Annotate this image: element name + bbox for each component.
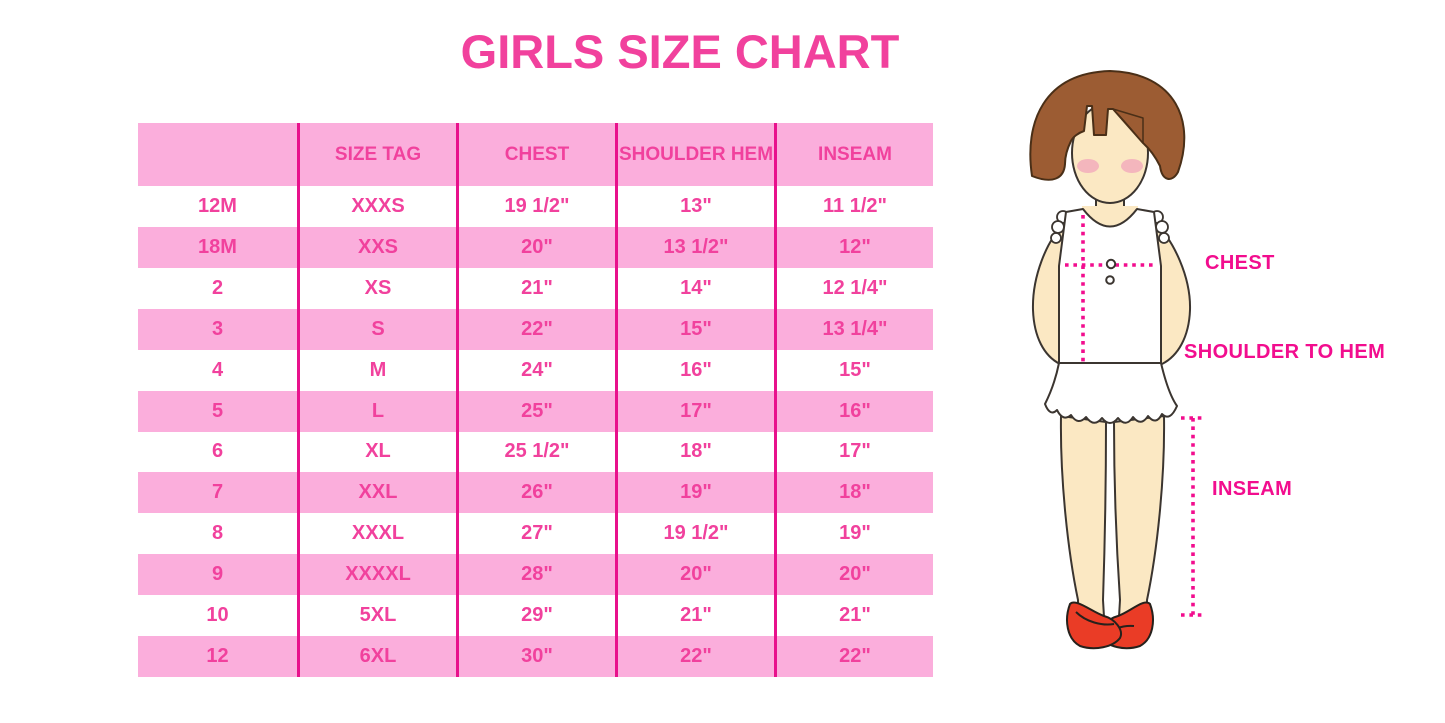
table-cell: 24" (456, 349, 615, 391)
table-cell: 22" (774, 636, 933, 678)
table-row: 18M XXS 20" 13 1/2" 12" (138, 226, 933, 268)
table-cell: 19" (615, 472, 774, 514)
table-cell: 3 (211, 317, 224, 340)
table-cell: 12M (198, 194, 237, 217)
table-cell: 16" (774, 390, 933, 432)
table-cell: 12 (206, 645, 229, 668)
table-row: 12M XXXS 19 1/2" 13" 11 1/2" (138, 186, 933, 227)
header-cell: SHOULDER HEM (615, 123, 774, 186)
table-row: 3 S 22" 15" 13 1/4" (138, 308, 933, 350)
table-cell: 18M (198, 235, 237, 258)
table-cell: 5XL (297, 595, 456, 637)
header-cell: CHEST (456, 123, 615, 186)
header-cell: SIZE TAG (297, 123, 456, 186)
table-cell: 8 (211, 522, 224, 545)
table-cell: 21" (456, 267, 615, 309)
shoulder-to-hem-label: SHOULDER TO HEM (1184, 341, 1386, 363)
table-cell: 17" (774, 431, 933, 473)
table-cell: 14" (615, 267, 774, 309)
table-cell: 16" (615, 349, 774, 391)
table-cell: 10 (206, 604, 229, 627)
table-cell: 18" (615, 431, 774, 473)
table-cell: 15" (615, 308, 774, 350)
table-row: 12 6XL 30" 22" 22" (138, 636, 933, 678)
size-chart-table: SIZE TAG CHEST SHOULDER HEM INSEAM 12M XXXS 19… (138, 123, 933, 678)
table-cell: XXL (297, 472, 456, 514)
table-cell: 12" (774, 226, 933, 268)
table-row: SIZE TAG CHEST SHOULDER HEM INSEAM (138, 123, 933, 186)
table-row: 4 M 24" 16" 15" (138, 349, 933, 391)
table-cell: 22" (456, 308, 615, 350)
table-cell: 7 (211, 481, 224, 504)
table-cell: XXXXL (297, 554, 456, 596)
table-cell: S (297, 308, 456, 350)
table-cell: 4 (211, 358, 224, 381)
table-cell: 20" (456, 226, 615, 268)
table-cell: L (297, 390, 456, 432)
header-cell (138, 123, 297, 186)
table-row: 6 XL 25 1/2" 18" 17" (138, 431, 933, 473)
table-cell: 25" (456, 390, 615, 432)
inseam-label: INSEAM (1212, 478, 1293, 500)
table-cell: 5 (211, 399, 224, 422)
table-cell: 6XL (297, 636, 456, 678)
table-cell: 13 1/4" (774, 308, 933, 350)
chest-label: CHEST (1205, 252, 1275, 274)
table-row: 9 XXXXL 28" 20" 20" (138, 554, 933, 596)
table-cell: XS (297, 267, 456, 309)
table-cell: 13 1/2" (615, 226, 774, 268)
table-row: 2 XS 21" 14" 12 1/4" (138, 267, 933, 309)
table-cell: 29" (456, 595, 615, 637)
table-cell: 28" (456, 554, 615, 596)
table-cell: 9 (211, 563, 224, 586)
table-cell: 2 (211, 276, 224, 299)
table-cell: 27" (456, 513, 615, 555)
table-cell: M (297, 349, 456, 391)
table-cell: 13" (615, 186, 774, 227)
table-cell: 15" (774, 349, 933, 391)
table-cell: 18" (774, 472, 933, 514)
table-row: 10 5XL 29" 21" 21" (138, 595, 933, 637)
table-row: 8 XXXL 27" 19 1/2" 19" (138, 513, 933, 555)
measurement-figure: CHEST SHOULDER TO HEM INSEAM (1010, 60, 1445, 700)
table-cell: 17" (615, 390, 774, 432)
table-cell: 6 (211, 440, 224, 463)
table-cell: XXS (297, 226, 456, 268)
table-cell: 30" (456, 636, 615, 678)
page-title: GIRLS SIZE CHART (460, 25, 900, 78)
table-cell: XXXS (297, 186, 456, 227)
table-cell: XL (297, 431, 456, 473)
table-row: 5 L 25" 17" 16" (138, 390, 933, 432)
table-row: 7 XXL 26" 19" 18" (138, 472, 933, 514)
table-cell: 19 1/2" (456, 186, 615, 227)
table-cell: 19 1/2" (615, 513, 774, 555)
table-cell: 12 1/4" (774, 267, 933, 309)
table-cell: 19" (774, 513, 933, 555)
table-cell: 20" (774, 554, 933, 596)
table-cell: 22" (615, 636, 774, 678)
table-cell: 11 1/2" (774, 186, 933, 227)
table-cell: XXXL (297, 513, 456, 555)
girl-illustration-icon (1029, 70, 1206, 650)
table-cell: 20" (615, 554, 774, 596)
table-cell: 26" (456, 472, 615, 514)
table-cell: 21" (774, 595, 933, 637)
table-cell: 25 1/2" (456, 431, 615, 473)
table-cell: 21" (615, 595, 774, 637)
header-cell: INSEAM (774, 123, 933, 186)
